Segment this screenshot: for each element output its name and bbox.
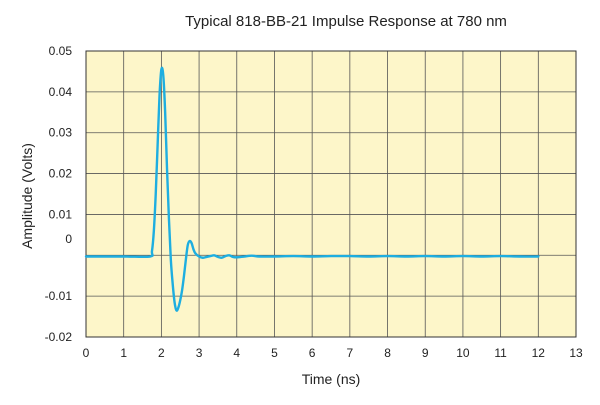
series-layer [84, 66, 540, 312]
plot-frame [85, 50, 577, 338]
x-tick-label: 5 [271, 346, 278, 360]
x-tick-label: 10 [456, 346, 470, 360]
x-tick-label: 3 [196, 346, 203, 360]
x-tick-label: 4 [233, 346, 240, 360]
series-line [84, 66, 540, 312]
y-tick-label: 0.03 [49, 126, 73, 140]
chart-title: Typical 818-BB-21 Impulse Response at 78… [185, 13, 507, 30]
x-tick-label: 7 [347, 346, 354, 360]
x-axis-ticks: 0 1 2 3 4 5 6 7 8 9 10 11 12 13 [83, 346, 583, 360]
y-tick-label: -0.02 [45, 330, 73, 344]
y-tick-label: -0.01 [45, 289, 73, 303]
x-tick-label: 2 [158, 346, 165, 360]
x-tick-label: 13 [569, 346, 583, 360]
x-tick-label: 8 [384, 346, 391, 360]
x-tick-label: 6 [309, 346, 316, 360]
y-tick-label: 0.05 [49, 44, 73, 58]
y-axis-title: Amplitude (Volts) [19, 143, 35, 249]
x-tick-label: 9 [422, 346, 429, 360]
y-axis-ticks: -0.02 -0.01 0.01 0.02 0.03 0.04 0.05 0 [45, 44, 73, 344]
x-axis-title: Time (ns) [302, 371, 361, 387]
x-tick-label: 0 [83, 346, 90, 360]
y-tick-label: 0.01 [49, 207, 73, 221]
x-tick-label: 1 [120, 346, 127, 360]
y-tick-label: 0.02 [49, 167, 73, 181]
x-tick-label: 11 [494, 346, 507, 360]
y-tick-label: 0.04 [49, 85, 73, 99]
y-tick-label-zero: 0 [65, 232, 72, 246]
x-tick-label: 12 [532, 346, 546, 360]
